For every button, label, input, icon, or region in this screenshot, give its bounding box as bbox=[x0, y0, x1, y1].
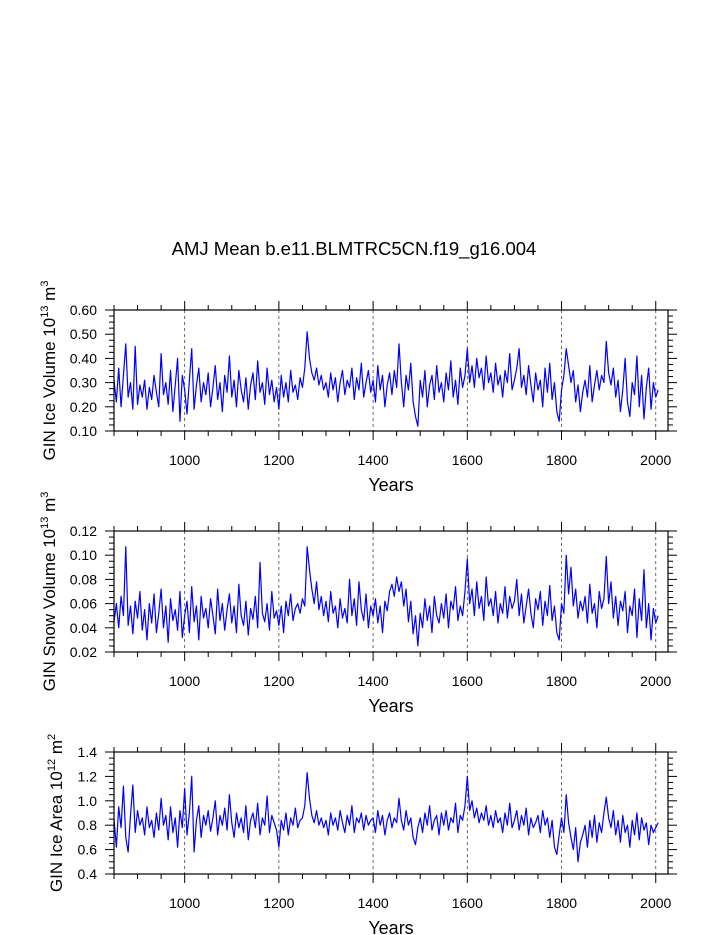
x-tick-label: 1600 bbox=[452, 452, 483, 468]
y-axis-title-ice-volume: GIN Ice Volume 1013 m3 bbox=[39, 281, 59, 461]
x-tick-label: 1800 bbox=[546, 895, 577, 911]
y-tick-label: 0.6 bbox=[78, 842, 98, 858]
y-tick-label: 1.4 bbox=[78, 744, 98, 760]
y-axis-title-unit: m bbox=[40, 498, 59, 517]
panel-snow-volume: 1000 1200 1400 1600 1800 2000 0.02 0.04 0.06 0.08… bbox=[39, 492, 677, 716]
x-tick-label: 1800 bbox=[546, 452, 577, 468]
y-tick-label: 0.4 bbox=[78, 866, 98, 882]
series-line-ice-volume bbox=[113, 331, 659, 427]
y-axis-title-unit-exponent: 3 bbox=[39, 281, 51, 287]
y-tick-label: 0.04 bbox=[70, 620, 97, 636]
x-tick-label: 1400 bbox=[358, 895, 389, 911]
x-tick-label: 1000 bbox=[169, 673, 200, 689]
series-line-snow-volume bbox=[113, 546, 659, 647]
y-tick-label: 0.40 bbox=[70, 350, 97, 366]
y-axis-title-exponent: 13 bbox=[39, 306, 51, 318]
y-axis-title-ice-area: GIN Ice Area 1012 m2 bbox=[46, 734, 66, 892]
y-tick-label: 0.30 bbox=[70, 375, 97, 391]
x-tick-label: 1000 bbox=[169, 895, 200, 911]
series-line-ice-area bbox=[113, 772, 659, 863]
y-axis-title-exponent: 12 bbox=[46, 759, 58, 771]
y-tick-label: 0.60 bbox=[70, 302, 97, 318]
y-axis-title-unit: m bbox=[40, 287, 59, 306]
y-tick-label: 0.10 bbox=[70, 423, 97, 439]
x-axis-title-ice-area: Years bbox=[368, 918, 413, 935]
x-tick-label: 1600 bbox=[452, 673, 483, 689]
x-tick-label: 2000 bbox=[640, 673, 671, 689]
x-axis-title-ice-volume: Years bbox=[368, 475, 413, 495]
y-axis-title-snow-volume: GIN Snow Volume 1013 m3 bbox=[39, 492, 59, 692]
x-tick-label: 1200 bbox=[263, 673, 294, 689]
y-axis-title-text: GIN Ice Area 10 bbox=[47, 771, 66, 892]
x-tick-label: 1600 bbox=[452, 895, 483, 911]
x-tick-label: 1200 bbox=[263, 895, 294, 911]
y-tick-label: 0.06 bbox=[70, 596, 97, 612]
y-tick-label: 0.12 bbox=[70, 523, 97, 539]
x-tick-label: 2000 bbox=[640, 895, 671, 911]
panel-ice-area: 1000 1200 1400 1600 1800 2000 0.4 0.6 0.8 1.0 1.2 1… bbox=[46, 734, 677, 935]
x-tick-label: 1200 bbox=[263, 452, 294, 468]
x-tick-label: 1400 bbox=[358, 452, 389, 468]
y-tick-label: 0.08 bbox=[70, 571, 97, 587]
panels: 1000 1200 1400 1600 1800 20000.100.200.300.40… bbox=[39, 281, 677, 935]
y-tick-label: 0.20 bbox=[70, 399, 97, 415]
y-tick-label: 0.02 bbox=[70, 644, 97, 660]
y-tick-label: 0.8 bbox=[78, 817, 98, 833]
y-axis-title-text: GIN Ice Volume 10 bbox=[40, 318, 59, 461]
x-tick-label: 1800 bbox=[546, 673, 577, 689]
x-tick-label: 2000 bbox=[640, 452, 671, 468]
y-tick-label: 0.10 bbox=[70, 547, 97, 563]
y-axis-title-unit: m bbox=[47, 740, 66, 759]
x-tick-label: 1000 bbox=[169, 452, 200, 468]
y-tick-label: 1.0 bbox=[78, 793, 98, 809]
y-axis-title-exponent: 13 bbox=[39, 517, 51, 529]
x-axis-title-snow-volume: Years bbox=[368, 696, 413, 716]
y-axis-title-text: GIN Snow Volume 10 bbox=[40, 529, 59, 692]
y-tick-label: 1.2 bbox=[78, 768, 98, 784]
figure-title: AMJ Mean b.e11.BLMTRC5CN.f19_g16.004 bbox=[172, 238, 537, 260]
y-axis-title-unit-exponent: 2 bbox=[46, 734, 58, 740]
x-tick-label: 1400 bbox=[358, 673, 389, 689]
panel-ice-volume: 1000 1200 1400 1600 1800 2000 0.10 0.20 0.30 0.40… bbox=[39, 281, 677, 495]
y-tick-label: 0.50 bbox=[70, 326, 97, 342]
y-axis-title-unit-exponent: 3 bbox=[39, 492, 51, 498]
